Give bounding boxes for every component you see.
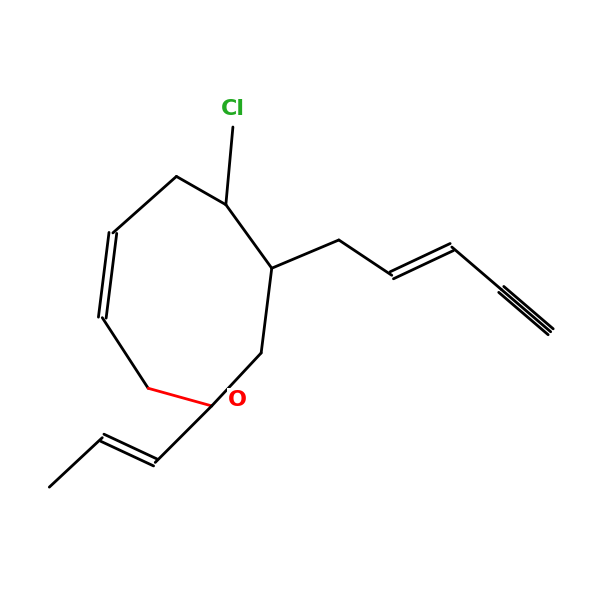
Text: O: O — [229, 389, 247, 410]
Text: Cl: Cl — [221, 98, 245, 119]
